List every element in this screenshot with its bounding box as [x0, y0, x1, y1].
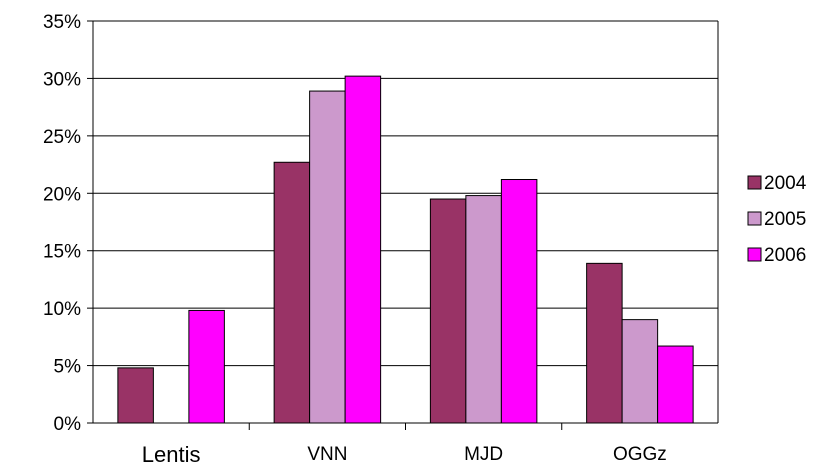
grid-lines	[93, 20, 718, 367]
y-tick-label: 15%	[43, 242, 81, 263]
y-tick-label: 10%	[43, 299, 81, 320]
y-tick-labels: 0% 5% 10% 15% 20% 25% 30% 35%	[43, 12, 81, 435]
bar-oggz-2005	[621, 319, 659, 424]
bar-vnn-2005	[309, 90, 346, 424]
bar-lentis-2006	[188, 309, 225, 424]
axes	[87, 20, 719, 430]
y-tick-label: 25%	[43, 127, 81, 148]
x-category-label: OGGz	[613, 444, 667, 465]
legend-swatch-2004	[747, 175, 762, 190]
bars	[117, 75, 694, 424]
bar-vnn-2004	[273, 161, 311, 424]
y-tick-label: 0%	[54, 414, 82, 435]
y-tick-label: 30%	[43, 69, 81, 90]
y-tick-label: 20%	[43, 184, 81, 205]
legend-label-2005: 2005	[764, 209, 806, 230]
bar-oggz-2006	[657, 345, 694, 424]
x-category-label: Lentis	[142, 442, 201, 467]
legend-label-2006: 2006	[764, 245, 806, 266]
bar-mjd-2004	[429, 198, 467, 424]
legend-label-2004: 2004	[764, 173, 807, 194]
y-tick-label: 35%	[43, 12, 81, 33]
y-tick-label: 5%	[54, 357, 82, 378]
legend-swatch-2005	[747, 211, 762, 226]
x-category-label: MJD	[464, 444, 503, 465]
bar-vnn-2006	[344, 75, 382, 424]
bar-mjd-2005	[465, 195, 502, 424]
bar-mjd-2006	[500, 179, 538, 424]
bar-oggz-2004	[586, 262, 623, 424]
x-category-label: VNN	[307, 444, 347, 465]
legend-swatch-2006	[747, 247, 762, 262]
bar-lentis-2004	[117, 367, 154, 424]
legend: 2004 2005 2006	[747, 173, 807, 266]
x-category-labels: Lentis VNN MJD OGGz	[142, 442, 667, 467]
